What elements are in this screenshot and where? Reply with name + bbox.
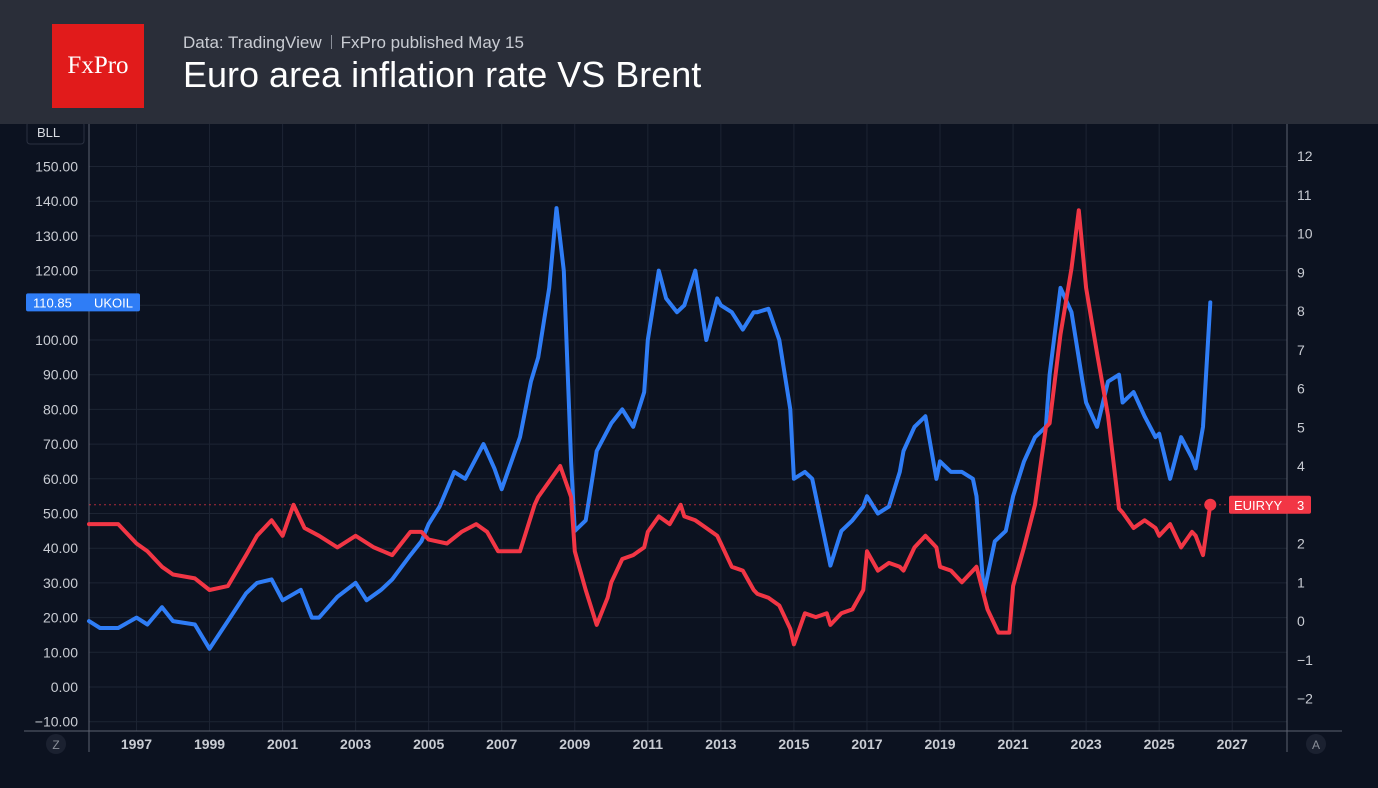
last-value-text: 3 [1297, 498, 1304, 513]
left-tick-label: −10.00 [35, 714, 78, 730]
z-corner-label: Z [52, 738, 59, 752]
left-tick-label: 50.00 [43, 506, 78, 522]
series-line-euiryy [87, 208, 1213, 647]
x-tick-label: 2019 [924, 736, 955, 752]
left-tick-label: 120.00 [35, 263, 78, 279]
last-value-badge-right [1229, 495, 1311, 514]
last-value-badge-left [26, 293, 140, 312]
data-source: Data: TradingView [183, 33, 322, 52]
series-name-text: UKOIL [94, 295, 133, 310]
left-tick-label: 90.00 [43, 367, 78, 383]
series-name-text: EUIRYY [1234, 498, 1282, 513]
right-tick-label: 10 [1297, 226, 1313, 242]
z-corner-button [46, 734, 66, 754]
last-value-text: 110.85 [33, 295, 72, 310]
x-tick-label: 2001 [267, 736, 298, 752]
a-corner-label: A [1312, 738, 1320, 752]
axes [24, 124, 1342, 754]
x-tick-label: 2021 [997, 736, 1028, 752]
x-tick-label: 2003 [340, 736, 371, 752]
x-tick-label: 2027 [1217, 736, 1248, 752]
left-tick-label: 0.00 [51, 679, 78, 695]
x-tick-label: 2025 [1144, 736, 1175, 752]
right-tick-label: 9 [1297, 264, 1305, 280]
page-title: Euro area inflation rate VS Brent [183, 54, 702, 95]
series-line-ukoil [87, 206, 1213, 651]
right-tick-label: 7 [1297, 342, 1305, 358]
x-tick-label: 2005 [413, 736, 444, 752]
series-layer [87, 206, 1287, 651]
chart-background [0, 124, 1378, 788]
last-point-dot [1204, 498, 1217, 511]
right-tick-label: 8 [1297, 303, 1305, 319]
right-tick-label: 2 [1297, 536, 1305, 552]
left-tick-label: 100.00 [35, 332, 78, 348]
x-tick-label: 2011 [633, 736, 664, 752]
x-tick-label: 1997 [121, 736, 152, 752]
x-tick-label: 2017 [851, 736, 882, 752]
right-tick-label: 0 [1297, 613, 1305, 629]
left-tick-label: 70.00 [43, 436, 78, 452]
right-tick-label: 4 [1297, 458, 1305, 474]
tick-labels: 150.00140.00130.00120.00110.00100.0090.0… [35, 125, 1320, 752]
x-tick-label: 2023 [1071, 736, 1102, 752]
chart-area[interactable]: 150.00140.00130.00120.00110.00100.0090.0… [0, 124, 1378, 788]
fxpro-logo: FxPro [52, 24, 144, 108]
x-tick-label: 2015 [778, 736, 809, 752]
right-tick-label: 12 [1297, 148, 1313, 164]
left-tick-label: 80.00 [43, 401, 78, 417]
publish-date: FxPro published May 15 [340, 33, 524, 52]
header-bar: FxPro Data: TradingView FxPro published M… [0, 0, 1378, 124]
x-tick-label: 2013 [705, 736, 736, 752]
left-tick-label: 10.00 [43, 644, 78, 660]
left-tick-label: 60.00 [43, 471, 78, 487]
source-line: Data: TradingView FxPro published May 15 [183, 33, 524, 53]
x-tick-label: 2009 [559, 736, 590, 752]
x-tick-label: 2007 [486, 736, 517, 752]
right-tick-label: −2 [1297, 691, 1313, 707]
unit-label: BLL [37, 125, 60, 140]
right-tick-label: 1 [1297, 574, 1305, 590]
left-tick-label: 130.00 [35, 228, 78, 244]
right-tick-label: 5 [1297, 419, 1305, 435]
right-tick-label: 11 [1297, 187, 1312, 203]
separator [330, 35, 332, 49]
left-tick-label: 20.00 [43, 610, 78, 626]
right-tick-label: −1 [1297, 652, 1313, 668]
a-corner-button [1306, 734, 1326, 754]
left-tick-label: 150.00 [35, 159, 78, 175]
x-tick-label: 1999 [194, 736, 225, 752]
value-badges: 110.85 UKOIL EUIRYY 3 [26, 293, 1311, 514]
left-tick-label: 30.00 [43, 575, 78, 591]
left-tick-label: 140.00 [35, 193, 78, 209]
right-tick-label: 6 [1297, 381, 1305, 397]
unit-label-box [26, 124, 85, 145]
logo-text: FxPro [67, 52, 129, 79]
left-tick-label: 40.00 [43, 540, 78, 556]
